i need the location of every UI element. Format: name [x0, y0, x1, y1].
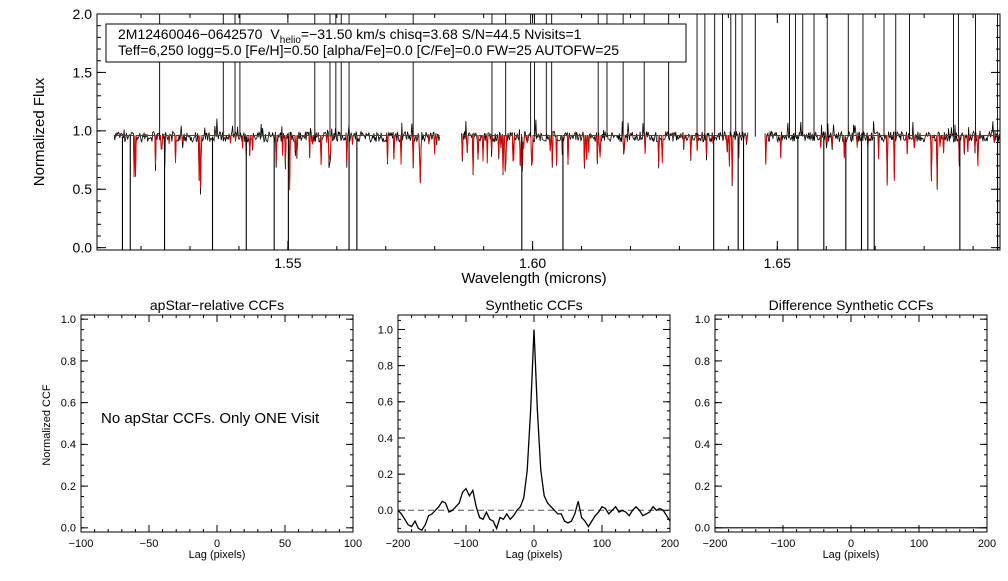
difference-ccf-title: Difference Synthetic CCFs [769, 297, 934, 313]
difference-ccf-x-axis-label: Lag (pixels) [823, 549, 880, 561]
x-tick-label-0: −200 [703, 538, 728, 550]
spectrum-ticks: 1.55 1.60 1.65 0.0 0.5 1.0 1.5 2.0 [73, 6, 1000, 271]
x-tick-label-4: 100 [344, 538, 362, 550]
y-tick-label-3: 0.6 [61, 397, 76, 409]
y-tick-label-2: 0.4 [695, 439, 710, 451]
synthetic-ccf-curve [397, 329, 671, 532]
synthetic-ccf-panel: Synthetic CCFs −200 −100 0 100 200 0.0 0.2 0.4 0… [378, 297, 679, 561]
x-tick-label-3: 100 [910, 538, 928, 550]
spectrum-plot-frame [96, 13, 1001, 251]
spectrum-x-axis-label: Wavelength (microns) [461, 270, 606, 287]
x-tick-label-2: 0 [848, 538, 854, 550]
x-tick-label-2: 1.65 [764, 255, 791, 271]
spectrum-info-line1: 2M12460046−0642570 Vhelio=−31.50 km/s chi… [118, 26, 582, 46]
x-tick-label-4: 200 [978, 538, 996, 550]
y-tick-label-4: 0.8 [61, 356, 76, 368]
y-tick-label-4: 0.8 [378, 360, 393, 372]
x-tick-label-3: 100 [593, 538, 611, 550]
synthetic-ccf-plot-frame [397, 314, 671, 533]
apstar-ccf-ticks: −100 −50 0 50 100 0.0 0.2 0.4 0.6 0.8 1.0 [61, 314, 362, 550]
spectrum-panel: 1.55 1.60 1.65 0.0 0.5 1.0 1.5 2.0 2M12460046−0… [31, 6, 1001, 287]
y-tick-label-0: 0.0 [73, 240, 93, 256]
y-tick-label-4: 2.0 [73, 6, 93, 22]
x-tick-label-0: 1.55 [274, 255, 301, 271]
spectrum-model-chip-3 [764, 135, 1000, 189]
y-tick-label-1: 0.2 [378, 469, 393, 481]
info-star-id: 2M12460046−0642570 [118, 26, 263, 42]
synthetic-ccf-title: Synthetic CCFs [485, 297, 582, 313]
x-tick-label-1: −100 [771, 538, 796, 550]
y-tick-label-5: 1.0 [378, 324, 393, 336]
y-tick-label-3: 0.6 [695, 397, 710, 409]
apstar-ccf-annotation: No apStar CCFs. Only ONE Visit [101, 410, 320, 427]
x-tick-label-1: −100 [454, 538, 479, 550]
spectrum-model-chip-2 [461, 135, 748, 182]
apstar-ccf-x-axis-label: Lag (pixels) [189, 549, 246, 561]
y-tick-label-1: 0.2 [695, 481, 710, 493]
x-tick-label-2: 0 [214, 538, 220, 550]
difference-ccf-plot-frame [714, 314, 988, 533]
apstar-ccf-title: apStar−relative CCFs [150, 297, 284, 313]
x-tick-label-2: 0 [531, 538, 537, 550]
spectrum-observed-chip-3 [764, 121, 1001, 190]
y-tick-label-5: 1.0 [695, 314, 710, 326]
difference-ccf-panel: Difference Synthetic CCFs −200 −100 0 100 20… [695, 297, 996, 561]
info-velocity-subscript: helio [280, 35, 302, 46]
info-line1-rest: =−31.50 km/s chisq=3.68 S/N=44.5 Nvisits… [301, 26, 582, 42]
spectrum-observed-chip-2 [461, 119, 749, 187]
x-tick-label-1: 1.60 [519, 255, 546, 271]
y-tick-label-5: 1.0 [61, 314, 76, 326]
spectrum-info-line2: Teff=6,250 logg=5.0 [Fe/H]=0.50 [alpha/F… [118, 42, 619, 58]
x-tick-label-3: 50 [279, 538, 291, 550]
y-tick-label-4: 0.8 [695, 356, 710, 368]
spectrum-observed-chip-1 [113, 118, 440, 195]
apstar-ccf-y-axis-label: Normalized CCF [41, 384, 53, 466]
y-tick-label-2: 1.0 [73, 123, 93, 139]
spectrum-y-axis-label: Normalized Flux [31, 77, 48, 186]
synthetic-ccf-x-axis-label: Lag (pixels) [506, 549, 563, 561]
y-tick-label-0: 0.0 [695, 523, 710, 535]
x-tick-label-4: 200 [661, 538, 679, 550]
synthetic-ccf-lines [397, 329, 671, 532]
x-tick-label-0: −200 [386, 538, 411, 550]
apstar-ccf-panel: apStar−relative CCFs −100 −50 0 50 100 0.0 0.2… [41, 297, 362, 561]
x-tick-label-0: −100 [69, 538, 94, 550]
spectrum-info-box [105, 23, 687, 63]
y-tick-label-0: 0.0 [61, 523, 76, 535]
synthetic-ccf-ticks: −200 −100 0 100 200 0.0 0.2 0.4 0.6 0.8 1.0 [378, 315, 679, 550]
y-tick-label-2: 0.4 [61, 439, 76, 451]
y-tick-label-3: 1.5 [73, 64, 93, 80]
y-tick-label-3: 0.6 [378, 397, 393, 409]
y-tick-label-2: 0.4 [378, 433, 393, 445]
x-tick-label-1: −50 [140, 538, 159, 550]
spectrum-model-chip-1 [114, 135, 440, 191]
difference-ccf-ticks: −200 −100 0 100 200 0.0 0.2 0.4 0.6 0.8 1.0 [695, 314, 996, 550]
y-tick-label-1: 0.2 [61, 481, 76, 493]
info-velocity-symbol: V [270, 26, 280, 42]
y-tick-label-1: 0.5 [73, 181, 93, 197]
y-tick-label-0: 0.0 [378, 505, 393, 517]
